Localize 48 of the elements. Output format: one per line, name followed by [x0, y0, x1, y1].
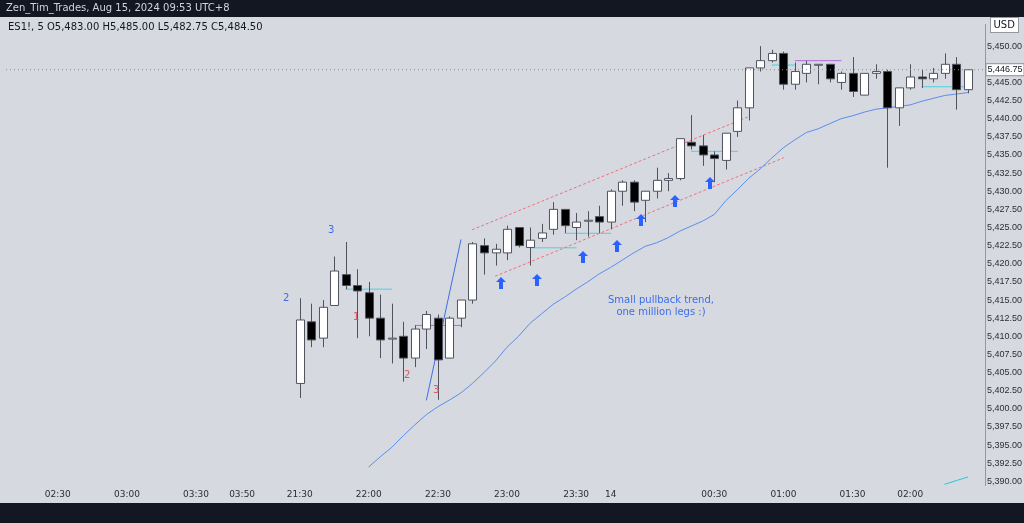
- x-tick-label: 00:30: [701, 488, 728, 499]
- annotation: Small pullback trend, one million legs :): [608, 294, 714, 318]
- y-tick-label: 5,450.00: [987, 40, 1023, 51]
- y-tick-label: 5,420.00: [987, 258, 1023, 269]
- y-tick-label: 5,412.50: [987, 312, 1023, 323]
- annotation: 2: [283, 292, 290, 304]
- y-tick-label: 5,402.50: [987, 385, 1023, 396]
- annotation: 3: [328, 224, 335, 236]
- x-tick-label: 22:30: [424, 488, 452, 499]
- y-tick-label: 5,432.50: [987, 167, 1023, 178]
- y-tick-label: 5,427.50: [987, 203, 1023, 214]
- y-tick-label: 5,445.00: [987, 76, 1023, 87]
- x-tick-label: 23:30: [563, 488, 590, 499]
- x-tick-label: 23:00: [494, 488, 521, 499]
- chart-title: Zen_Tim_Trades, Aug 15, 2024 09:53 UTC+8: [6, 2, 230, 13]
- x-tick-label: 01:30: [839, 488, 866, 499]
- y-tick-label: 5,392.50: [987, 457, 1023, 468]
- x-tick-label: 03:30: [183, 488, 210, 499]
- x-tick-label: 21:30: [286, 488, 313, 499]
- y-tick-label: 5,415.00: [987, 294, 1023, 305]
- y-tick-label: 5,422.50: [987, 240, 1023, 251]
- y-tick-label: 5,397.50: [987, 421, 1023, 432]
- y-tick-label: 5,395.00: [987, 439, 1023, 450]
- x-tick-label: 02:00: [897, 488, 924, 499]
- y-tick-label: 5,442.50: [987, 95, 1023, 106]
- y-tick-label: 5,390.00: [987, 475, 1023, 486]
- y-tick-label: 5,425.00: [987, 221, 1023, 232]
- y-tick-label: 5,405.00: [987, 367, 1023, 378]
- x-tick-label: 01:00: [770, 488, 797, 499]
- ref-line-label: 5,446.75: [987, 64, 1023, 75]
- y-tick-label: 5,417.50: [987, 276, 1023, 287]
- y-tick-label: 5,437.50: [987, 131, 1023, 142]
- x-tick-label: 14: [604, 488, 617, 499]
- y-tick-label: 5,400.00: [987, 403, 1023, 414]
- y-tick-label: 5,407.50: [987, 348, 1023, 359]
- x-tick-label: 03:50: [229, 488, 256, 499]
- y-tick-label: 5,410.00: [987, 330, 1023, 341]
- x-tick-label: 03:00: [113, 488, 141, 499]
- x-tick-label: 02:30: [44, 488, 72, 499]
- y-tick-label: 5,440.00: [987, 113, 1023, 124]
- annotation: 3: [433, 384, 440, 396]
- annotation: 2: [404, 369, 411, 381]
- y-tick-label: 5,430.00: [987, 185, 1023, 196]
- text: USD: [989, 17, 1019, 33]
- chart-subtitle: ES1!, 5 O5,483.00 H5,485.00 L5,482.75 C5,484.50: [8, 21, 263, 32]
- annotation: 1: [353, 311, 360, 323]
- x-tick-label: 22:00: [355, 488, 383, 499]
- y-tick-label: 5,435.00: [987, 149, 1023, 160]
